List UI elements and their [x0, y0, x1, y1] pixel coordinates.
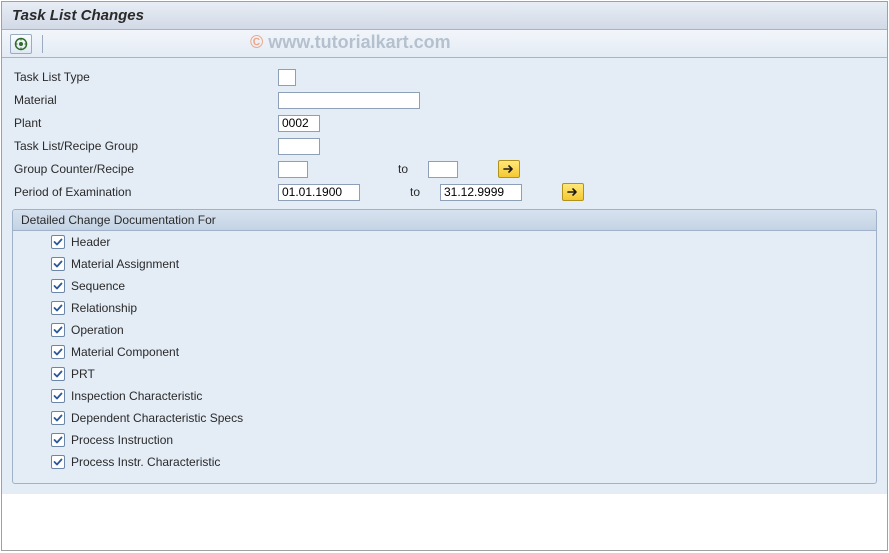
check-label: Operation [71, 323, 124, 337]
check-icon [53, 435, 63, 445]
check-label: Material Component [71, 345, 179, 359]
watermark: © www.tutorialkart.com [250, 32, 451, 53]
check-row: Dependent Characteristic Specs [13, 407, 876, 429]
execute-icon [14, 37, 28, 51]
check-label: Sequence [71, 279, 125, 293]
check-icon [53, 457, 63, 467]
arrow-right-icon [567, 187, 579, 197]
check-label: Process Instruction [71, 433, 173, 447]
group-counter-to-input[interactable] [428, 161, 458, 178]
checkbox[interactable] [51, 455, 65, 469]
check-icon [53, 369, 63, 379]
check-icon [53, 237, 63, 247]
check-row: Sequence [13, 275, 876, 297]
checkbox[interactable] [51, 323, 65, 337]
task-list-type-input[interactable] [278, 69, 296, 86]
group-title: Detailed Change Documentation For [13, 210, 876, 231]
check-icon [53, 391, 63, 401]
check-icon [53, 347, 63, 357]
check-label: Inspection Characteristic [71, 389, 202, 403]
group-counter-multi-button[interactable] [498, 160, 520, 178]
plant-input[interactable] [278, 115, 320, 132]
check-label: Header [71, 235, 110, 249]
detailed-change-group: Detailed Change Documentation For Header… [12, 209, 877, 484]
plant-label: Plant [12, 116, 278, 130]
group-counter-from-input[interactable] [278, 161, 308, 178]
checkbox[interactable] [51, 411, 65, 425]
check-label: Dependent Characteristic Specs [71, 411, 243, 425]
task-list-group-input[interactable] [278, 138, 320, 155]
check-row: Inspection Characteristic [13, 385, 876, 407]
check-row: Material Component [13, 341, 876, 363]
checkbox[interactable] [51, 257, 65, 271]
check-row: Operation [13, 319, 876, 341]
material-input[interactable] [278, 92, 420, 109]
execute-button[interactable] [10, 34, 32, 54]
period-multi-button[interactable] [562, 183, 584, 201]
task-list-type-label: Task List Type [12, 70, 278, 84]
check-row: Process Instr. Characteristic [13, 451, 876, 473]
form-area: Task List Type Material Plant Task List/… [2, 58, 887, 494]
checkbox[interactable] [51, 345, 65, 359]
arrow-right-icon [503, 164, 515, 174]
check-icon [53, 413, 63, 423]
toolbar-separator [42, 35, 43, 53]
check-icon [53, 325, 63, 335]
checkbox[interactable] [51, 433, 65, 447]
check-icon [53, 303, 63, 313]
checkbox-list: Header Material Assignment Sequence Relatio… [13, 231, 876, 473]
checkbox[interactable] [51, 367, 65, 381]
check-label: Relationship [71, 301, 137, 315]
check-label: Material Assignment [71, 257, 179, 271]
check-row: Material Assignment [13, 253, 876, 275]
page-title: Task List Changes [2, 2, 887, 30]
checkbox[interactable] [51, 235, 65, 249]
material-label: Material [12, 93, 278, 107]
toolbar: © www.tutorialkart.com [2, 30, 887, 58]
group-counter-label: Group Counter/Recipe [12, 162, 278, 176]
period-to-label: to [410, 185, 440, 199]
task-list-group-label: Task List/Recipe Group [12, 139, 278, 153]
checkbox[interactable] [51, 279, 65, 293]
check-icon [53, 259, 63, 269]
check-label: Process Instr. Characteristic [71, 455, 220, 469]
group-counter-to-label: to [398, 162, 428, 176]
check-icon [53, 281, 63, 291]
check-row: PRT [13, 363, 876, 385]
check-row: Header [13, 231, 876, 253]
checkbox[interactable] [51, 389, 65, 403]
check-label: PRT [71, 367, 95, 381]
checkbox[interactable] [51, 301, 65, 315]
period-to-input[interactable] [440, 184, 522, 201]
check-row: Process Instruction [13, 429, 876, 451]
period-from-input[interactable] [278, 184, 360, 201]
check-row: Relationship [13, 297, 876, 319]
period-label: Period of Examination [12, 185, 278, 199]
